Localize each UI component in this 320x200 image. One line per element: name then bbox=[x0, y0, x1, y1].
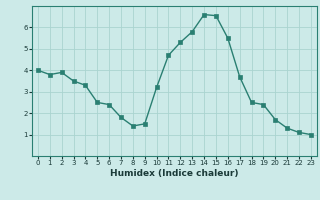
X-axis label: Humidex (Indice chaleur): Humidex (Indice chaleur) bbox=[110, 169, 239, 178]
